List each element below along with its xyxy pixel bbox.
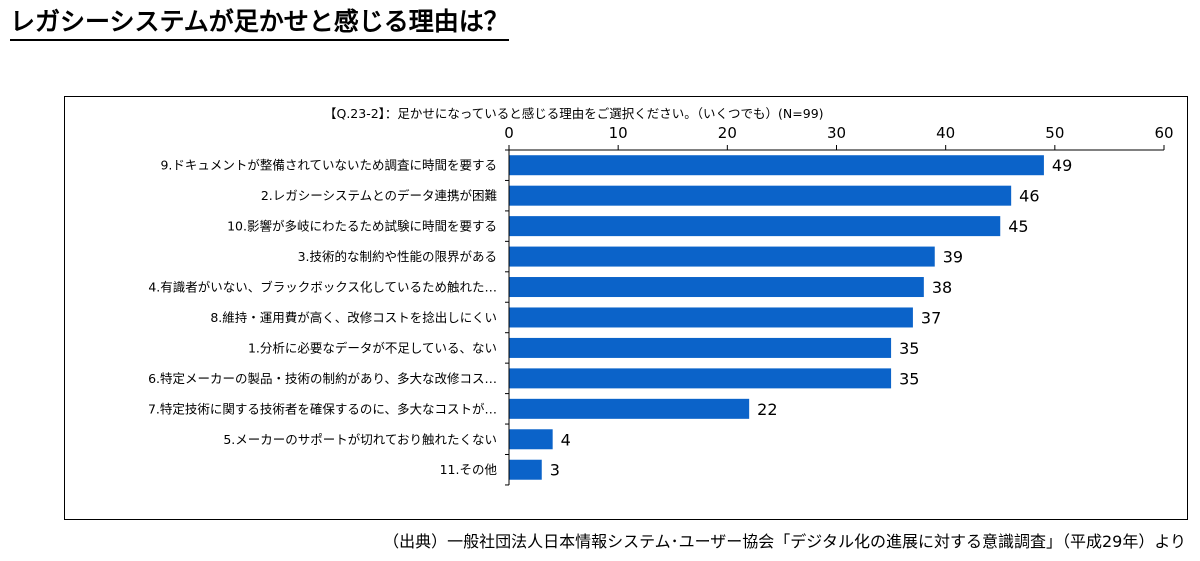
data-label: 22 [757, 400, 777, 419]
category-label: 2.レガシーシステムとのデータ連携が困難 [261, 188, 497, 203]
data-label: 38 [932, 278, 952, 297]
bar [509, 368, 892, 389]
bar [509, 155, 1044, 176]
x-tick-label: 20 [718, 124, 737, 142]
x-tick-label: 60 [1154, 124, 1173, 142]
chart-frame: 【Q.23-2】：足かせになっていると感じる理由をご選択ください。（いくつでも）… [64, 96, 1188, 520]
bar [509, 459, 542, 480]
category-label: 7.特定技術に関する技術者を確保するのに、多大なコストが… [148, 401, 497, 416]
x-tick-label: 50 [1045, 124, 1064, 142]
data-label: 49 [1052, 156, 1072, 175]
source-note: （出典）一般社団法人日本情報システム･ユーザー協会「デジタル化の進展に対する意識… [383, 532, 1186, 551]
bar [509, 398, 750, 419]
data-label: 4 [561, 430, 571, 449]
bar [509, 337, 892, 358]
chart-title: 【Q.23-2】：足かせになっていると感じる理由をご選択ください。（いくつでも）… [324, 106, 824, 121]
bar [509, 246, 935, 267]
x-tick-label: 30 [827, 124, 846, 142]
category-label: 10.影響が多岐にわたるため試験に時間を要する [227, 219, 497, 234]
bar [509, 216, 1001, 237]
x-tick-label: 40 [936, 124, 955, 142]
data-label: 35 [899, 339, 919, 358]
category-label: 9.ドキュメントが整備されていないため調査に時間を要する [160, 158, 497, 173]
category-label: 11.その他 [440, 462, 498, 477]
x-tick-label: 10 [609, 124, 628, 142]
bar [509, 307, 913, 328]
category-label: 4.有識者がいない、ブラックボックス化しているため触れた… [148, 280, 497, 295]
category-label: 1.分析に必要なデータが不足している、ない [248, 340, 497, 355]
data-label: 3 [550, 461, 560, 480]
data-label: 45 [1008, 217, 1028, 236]
category-label: 8.維持・運用費が高く、改修コストを捻出しにくい [210, 310, 497, 325]
category-label: 5.メーカーのサポートが切れており触れたくない [223, 432, 497, 447]
category-label: 3.技術的な制約や性能の限界がある [298, 249, 497, 264]
x-tick-label: 0 [504, 124, 514, 142]
data-label: 35 [899, 369, 919, 388]
category-label: 6.特定メーカーの製品・技術の制約があり、多大な改修コス… [148, 371, 497, 386]
data-label: 46 [1019, 187, 1039, 206]
data-label: 39 [943, 248, 963, 267]
data-label: 37 [921, 308, 941, 327]
page-title: レガシーシステムが足かせと感じる理由は？ [10, 6, 509, 41]
bar [509, 185, 1012, 206]
bar-chart: 【Q.23-2】：足かせになっていると感じる理由をご選択ください。（いくつでも）… [148, 106, 1174, 486]
bar [509, 429, 553, 450]
bar [509, 277, 924, 298]
